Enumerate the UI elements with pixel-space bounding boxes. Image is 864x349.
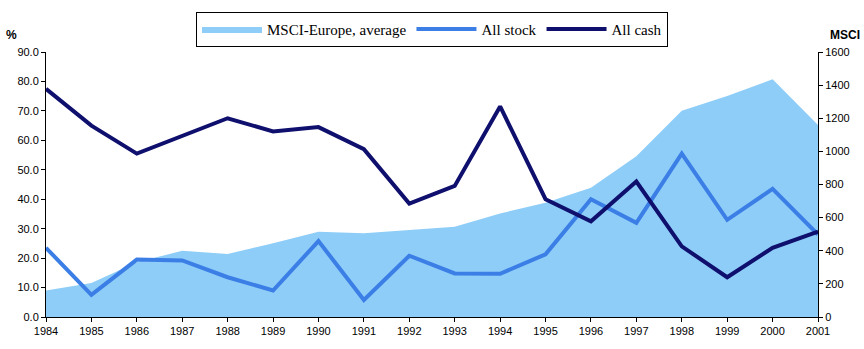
svg-text:1991: 1991 — [352, 325, 376, 337]
svg-text:50.0: 50.0 — [17, 164, 38, 176]
svg-text:90.0: 90.0 — [17, 46, 38, 58]
svg-text:All stock: All stock — [481, 22, 536, 38]
svg-text:2001: 2001 — [806, 325, 830, 337]
svg-text:20.0: 20.0 — [17, 252, 38, 264]
svg-text:1998: 1998 — [670, 325, 694, 337]
svg-text:1996: 1996 — [579, 325, 603, 337]
svg-text:800: 800 — [825, 178, 843, 190]
svg-text:1986: 1986 — [125, 325, 149, 337]
svg-text:1993: 1993 — [442, 325, 466, 337]
svg-text:40.0: 40.0 — [17, 193, 38, 205]
svg-text:1200: 1200 — [825, 112, 849, 124]
svg-text:30.0: 30.0 — [17, 223, 38, 235]
svg-text:1988: 1988 — [215, 325, 239, 337]
svg-text:1600: 1600 — [825, 46, 849, 58]
svg-text:1984: 1984 — [34, 325, 58, 337]
svg-text:All cash: All cash — [612, 22, 662, 38]
svg-text:1987: 1987 — [170, 325, 194, 337]
svg-text:600: 600 — [825, 211, 843, 223]
svg-text:400: 400 — [825, 245, 843, 257]
svg-text:1992: 1992 — [397, 325, 421, 337]
svg-text:1989: 1989 — [261, 325, 285, 337]
svg-text:1994: 1994 — [488, 325, 512, 337]
svg-text:%: % — [6, 28, 17, 42]
svg-text:60.0: 60.0 — [17, 134, 38, 146]
svg-text:1000: 1000 — [825, 145, 849, 157]
svg-text:2000: 2000 — [760, 325, 784, 337]
svg-text:1999: 1999 — [715, 325, 739, 337]
svg-text:0.0: 0.0 — [24, 311, 39, 323]
svg-text:80.0: 80.0 — [17, 75, 38, 87]
svg-text:1985: 1985 — [79, 325, 103, 337]
svg-text:1997: 1997 — [624, 325, 648, 337]
svg-text:200: 200 — [825, 278, 843, 290]
svg-text:1995: 1995 — [533, 325, 557, 337]
svg-text:1990: 1990 — [306, 325, 330, 337]
svg-text:0: 0 — [825, 311, 831, 323]
svg-text:70.0: 70.0 — [17, 105, 38, 117]
svg-text:10.0: 10.0 — [17, 281, 38, 293]
svg-text:MSCI-Europe, average: MSCI-Europe, average — [267, 22, 406, 38]
svg-text:1400: 1400 — [825, 79, 849, 91]
svg-text:MSCI: MSCI — [830, 28, 860, 42]
